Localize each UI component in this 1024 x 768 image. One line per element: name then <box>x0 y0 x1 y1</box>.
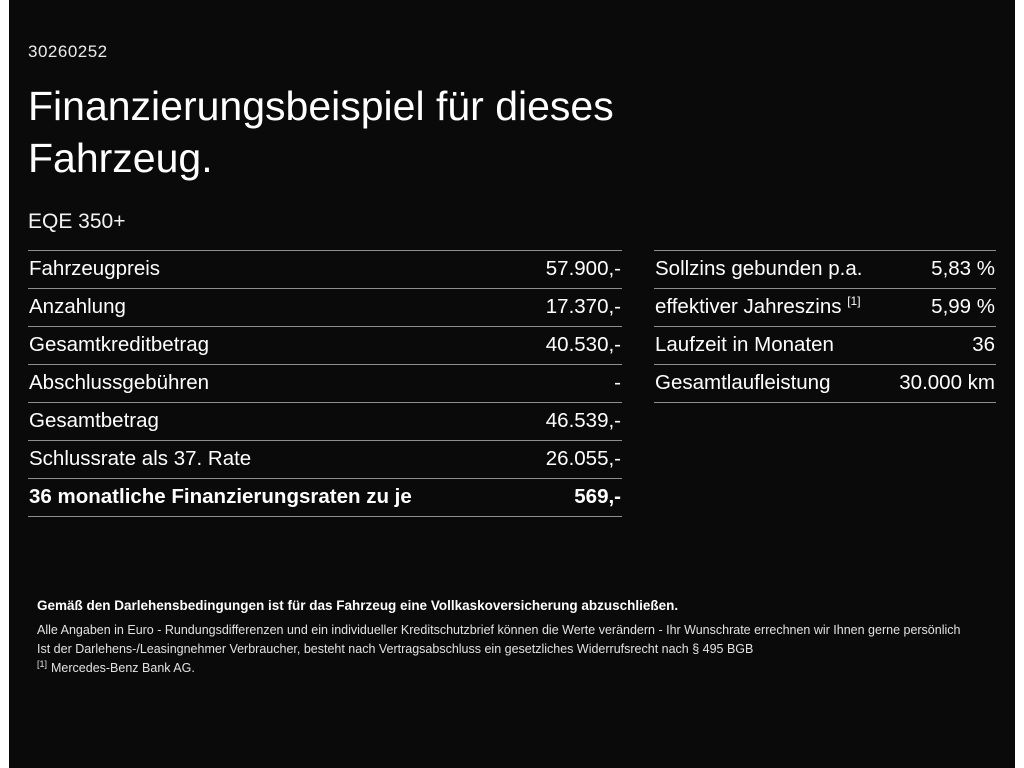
row-value: 57.900,- <box>545 257 621 281</box>
row-label: effektiver Jahreszins [1] <box>655 294 861 319</box>
financing-tables: Fahrzeugpreis 57.900,- Anzahlung 17.370,… <box>28 250 996 518</box>
footnote-bank-text: Mercedes-Benz Bank AG. <box>51 661 195 675</box>
row-label: Fahrzeugpreis <box>29 257 161 281</box>
row-value: 30.000 km <box>899 371 995 395</box>
row-value: 569,- <box>574 485 621 509</box>
table-row: Gesamtkreditbetrag 40.530,- <box>28 326 622 364</box>
vehicle-model: EQE 350+ <box>28 210 126 234</box>
row-label: Abschlussgebühren <box>29 371 210 395</box>
row-label: Anzahlung <box>29 295 126 319</box>
table-row: Laufzeit in Monaten 36 <box>654 326 996 364</box>
table-row: Gesamtbetrag 46.539,- <box>28 402 622 440</box>
row-label: Gesamtbetrag <box>29 409 159 433</box>
page-border-left <box>0 0 9 768</box>
row-label: Gesamtlaufleistung <box>655 371 831 395</box>
row-value: 17.370,- <box>545 295 621 319</box>
page-title: Finanzierungsbeispiel für dieses Fahrzeu… <box>28 80 996 184</box>
table-row-monthly-rate: 36 monatliche Finanzierungsraten zu je 5… <box>28 478 622 518</box>
footnote-disclaimer-2: Ist der Darlehens-/Leasingnehmer Verbrau… <box>37 642 754 656</box>
table-row: Schlussrate als 37. Rate 26.055,- <box>28 440 622 478</box>
row-value: 5,99 % <box>931 295 995 319</box>
table-row: Fahrzeugpreis 57.900,- <box>28 250 622 288</box>
footnotes: Gemäß den Darlehensbedingungen ist für d… <box>37 598 987 675</box>
table-row: effektiver Jahreszins [1] 5,99 % <box>654 288 996 326</box>
table-row: Abschlussgebühren - <box>28 364 622 402</box>
row-label: Gesamtkreditbetrag <box>29 333 210 357</box>
financing-table-right: Sollzins gebunden p.a. 5,83 % effektiver… <box>654 250 996 404</box>
page-title-line2: Fahrzeug. <box>28 135 213 182</box>
row-value: 36 <box>972 333 995 357</box>
row-label: 36 monatliche Finanzierungsraten zu je <box>29 485 412 509</box>
page-border-right <box>1015 0 1024 768</box>
financing-table-left: Fahrzeugpreis 57.900,- Anzahlung 17.370,… <box>28 250 622 518</box>
footnote-insurance: Gemäß den Darlehensbedingungen ist für d… <box>37 598 679 613</box>
row-value: 5,83 % <box>931 257 995 281</box>
row-value: 40.530,- <box>545 333 621 357</box>
table-row: Gesamtlaufleistung 30.000 km <box>654 364 996 404</box>
footnote-disclaimer-1: Alle Angaben in Euro - Rundungsdifferenz… <box>37 623 961 637</box>
table-row: Sollzins gebunden p.a. 5,83 % <box>654 250 996 288</box>
row-label: Sollzins gebunden p.a. <box>655 257 863 281</box>
footnote-marker: [1] <box>37 658 48 669</box>
row-label: Laufzeit in Monaten <box>655 333 834 357</box>
page-title-line1: Finanzierungsbeispiel für dieses <box>28 83 614 129</box>
row-value: 46.539,- <box>545 409 621 433</box>
row-label: Schlussrate als 37. Rate <box>29 447 252 471</box>
footnote-bank: [1] Mercedes-Benz Bank AG. <box>37 658 987 675</box>
document-number: 30260252 <box>28 42 108 61</box>
table-row: Anzahlung 17.370,- <box>28 288 622 326</box>
financing-sheet: 30260252 Finanzierungsbeispiel für diese… <box>9 0 1015 768</box>
row-value: 26.055,- <box>545 447 621 471</box>
row-value: - <box>614 371 621 395</box>
footnote-reference: [1] <box>847 294 861 309</box>
